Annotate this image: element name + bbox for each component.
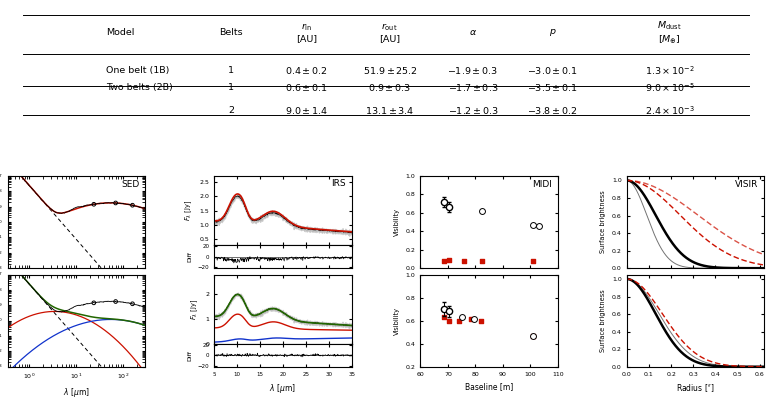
Point bbox=[110, 200, 122, 206]
Text: $51.9\pm25.2$: $51.9\pm25.2$ bbox=[363, 65, 417, 76]
Point bbox=[110, 298, 122, 305]
Point bbox=[475, 318, 487, 324]
Point bbox=[438, 258, 450, 264]
Y-axis label: Surface brightness: Surface brightness bbox=[601, 289, 607, 352]
Text: Model: Model bbox=[106, 28, 134, 37]
Point bbox=[438, 314, 450, 320]
Point bbox=[443, 318, 455, 324]
Y-axis label: Diff: Diff bbox=[187, 350, 192, 361]
Text: $-3.0\pm0.1$: $-3.0\pm0.1$ bbox=[527, 65, 578, 76]
Point bbox=[443, 257, 455, 264]
Y-axis label: Visibility: Visibility bbox=[394, 208, 400, 236]
Text: 1: 1 bbox=[228, 66, 234, 75]
Text: $-1.2\pm0.3$: $-1.2\pm0.3$ bbox=[448, 105, 499, 116]
Text: $M_{\rm dust}$
[$M_{\oplus}$]: $M_{\rm dust}$ [$M_{\oplus}$] bbox=[658, 19, 682, 46]
X-axis label: $\lambda$ [$\mu$m]: $\lambda$ [$\mu$m] bbox=[269, 382, 296, 395]
Point bbox=[127, 301, 139, 307]
Text: $1.3\times10^{-2}$: $1.3\times10^{-2}$ bbox=[645, 64, 695, 77]
Text: One belt (1B): One belt (1B) bbox=[106, 66, 169, 75]
Text: Belts: Belts bbox=[219, 28, 242, 37]
X-axis label: Baseline [m]: Baseline [m] bbox=[465, 382, 513, 391]
Text: $0.9\pm0.3$: $0.9\pm0.3$ bbox=[368, 82, 411, 93]
Text: $0.4\pm0.2$: $0.4\pm0.2$ bbox=[286, 65, 328, 76]
Point bbox=[476, 258, 489, 264]
Text: 2: 2 bbox=[228, 106, 234, 115]
Y-axis label: $F_\lambda$ [Jy]: $F_\lambda$ [Jy] bbox=[183, 200, 194, 221]
Point bbox=[88, 299, 100, 306]
Point bbox=[527, 332, 540, 339]
Text: MIDI: MIDI bbox=[533, 180, 553, 189]
Text: SED: SED bbox=[121, 180, 140, 189]
Y-axis label: Surface brightness: Surface brightness bbox=[601, 191, 607, 253]
Point bbox=[476, 208, 489, 214]
Text: $-1.7\pm0.3$: $-1.7\pm0.3$ bbox=[448, 82, 498, 93]
Text: $-3.5\pm0.1$: $-3.5\pm0.1$ bbox=[527, 82, 578, 93]
Y-axis label: $F_\lambda$ [Jy]: $F_\lambda$ [Jy] bbox=[189, 299, 200, 320]
Text: $0.6\pm0.1$: $0.6\pm0.1$ bbox=[285, 82, 328, 93]
X-axis label: $\lambda$ [$\mu$m]: $\lambda$ [$\mu$m] bbox=[63, 386, 90, 399]
Text: $r_{\rm out}$
[AU]: $r_{\rm out}$ [AU] bbox=[379, 22, 401, 44]
Point bbox=[527, 222, 540, 228]
Text: $-3.8\pm0.2$: $-3.8\pm0.2$ bbox=[527, 105, 577, 116]
Text: VISIR: VISIR bbox=[736, 180, 759, 189]
Point bbox=[465, 316, 477, 322]
X-axis label: Radius [$^{\prime\prime}$]: Radius [$^{\prime\prime}$] bbox=[676, 382, 715, 394]
Text: 1: 1 bbox=[228, 83, 234, 92]
Text: $2.4\times10^{-3}$: $2.4\times10^{-3}$ bbox=[645, 104, 695, 116]
Point bbox=[533, 223, 545, 229]
Y-axis label: Visibility: Visibility bbox=[394, 307, 400, 334]
Text: $13.1\pm3.4$: $13.1\pm3.4$ bbox=[365, 105, 415, 116]
Point bbox=[455, 314, 468, 320]
Text: IRS: IRS bbox=[331, 179, 346, 188]
Text: $-1.9\pm0.3$: $-1.9\pm0.3$ bbox=[448, 65, 499, 76]
Point bbox=[88, 201, 100, 208]
Text: $\alpha$: $\alpha$ bbox=[469, 28, 477, 37]
Text: $r_{\rm in}$
[AU]: $r_{\rm in}$ [AU] bbox=[296, 22, 317, 44]
Point bbox=[468, 316, 480, 322]
Point bbox=[127, 202, 139, 208]
Y-axis label: Diff: Diff bbox=[187, 251, 192, 262]
Text: $9.0\times10^{-5}$: $9.0\times10^{-5}$ bbox=[645, 81, 695, 94]
Point bbox=[527, 258, 540, 264]
Point bbox=[527, 332, 540, 339]
Point bbox=[459, 258, 471, 264]
Text: Two belts (2B): Two belts (2B) bbox=[106, 83, 173, 92]
Text: $p$: $p$ bbox=[549, 27, 557, 38]
Text: $9.0\pm1.4$: $9.0\pm1.4$ bbox=[285, 105, 328, 116]
Point bbox=[452, 318, 465, 324]
